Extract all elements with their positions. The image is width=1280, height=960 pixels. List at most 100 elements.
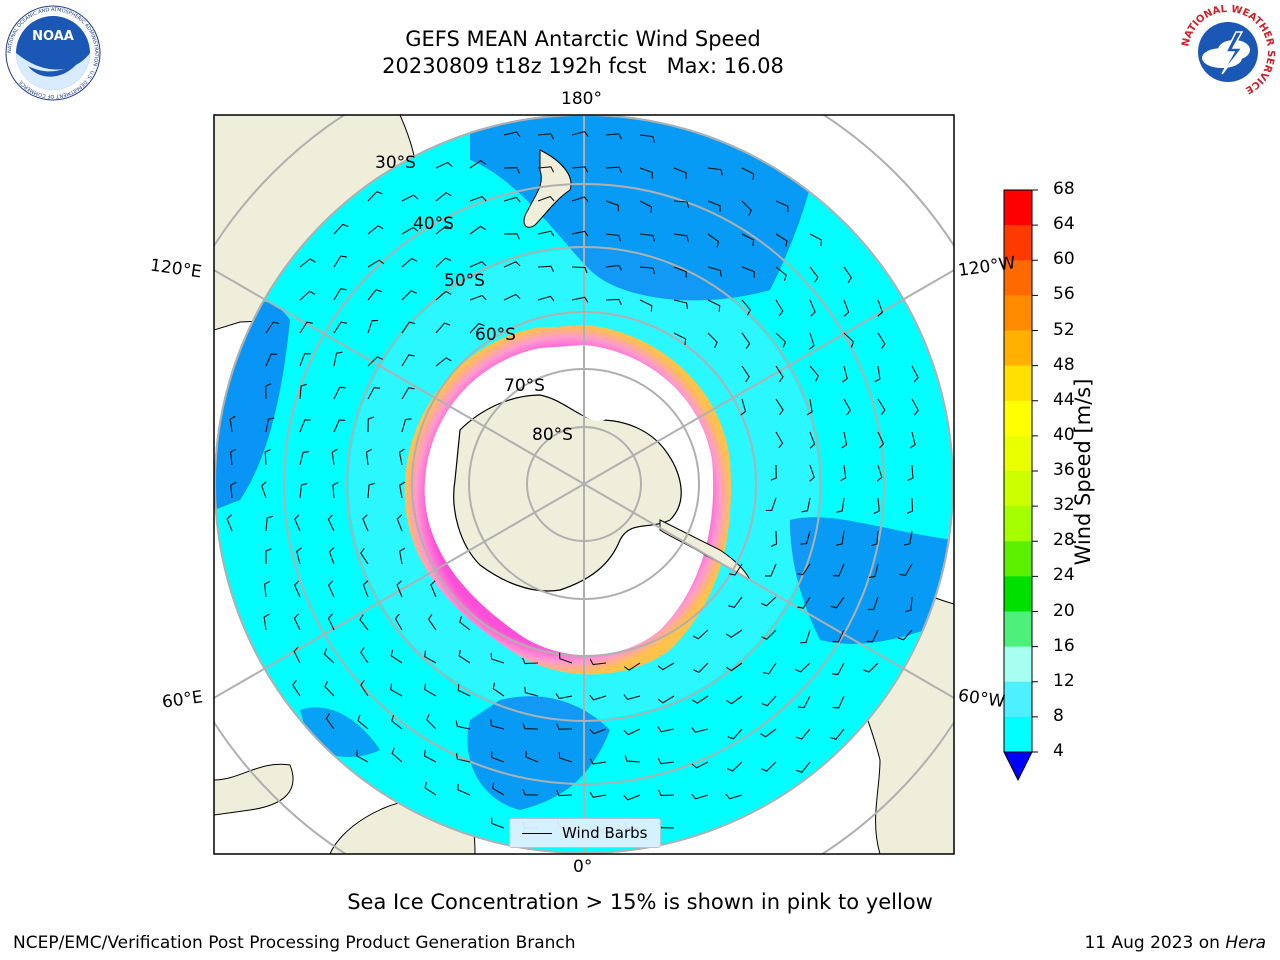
wind-barb: [809, 431, 816, 449]
wind-barb: [558, 751, 573, 763]
wind-barb: [800, 629, 811, 644]
wind-barb: [265, 383, 272, 400]
wind-barb: [832, 563, 845, 577]
colorbar-tick-label: 28: [1053, 530, 1075, 551]
wind-barb: [323, 648, 335, 664]
colorbar-tick-label: 12: [1053, 670, 1075, 691]
wind-barb: [707, 200, 721, 212]
wind-barb: [741, 365, 750, 383]
wind-barb: [877, 332, 886, 350]
wind-barb: [657, 758, 675, 765]
wind-barb: [396, 514, 403, 532]
wind-barb: [263, 613, 270, 631]
wind-barb: [424, 781, 437, 796]
wind-barb: [261, 481, 267, 499]
wind-barb: [801, 497, 811, 513]
wind-barb: [639, 167, 653, 179]
wind-barb: [741, 167, 755, 180]
wind-barb: [537, 265, 555, 273]
wind-barb: [424, 683, 437, 697]
wind-barb: [426, 714, 437, 730]
wind-barb: [491, 751, 505, 763]
wind-barb: [741, 299, 752, 316]
wind-barb: [589, 791, 607, 798]
wind-barb: [399, 481, 406, 499]
wind-barb: [693, 662, 709, 673]
wind-barb: [525, 750, 539, 763]
wind-barb: [605, 166, 623, 173]
wind-barb: [605, 133, 623, 140]
wind-barb: [522, 789, 539, 796]
wind-barb: [903, 530, 913, 546]
wind-barb: [325, 713, 335, 730]
wind-barb: [639, 200, 653, 213]
wind-barb: [873, 497, 880, 515]
wind-barb: [360, 547, 369, 565]
wind-barb: [673, 233, 689, 242]
wind-barb: [843, 398, 852, 416]
wind-barb: [707, 332, 718, 349]
lon-label-180: 180°: [561, 89, 602, 109]
wind-barb: [503, 293, 521, 301]
wind-barb: [492, 782, 505, 796]
colorbar-segment: [1004, 400, 1032, 437]
wind-barb: [524, 686, 539, 697]
wind-barb: [367, 259, 385, 268]
wind-barb: [726, 695, 743, 705]
wind-barb: [830, 728, 845, 740]
colorbar-tick-label: 64: [1053, 214, 1075, 235]
wind-barb: [503, 131, 521, 138]
sea-ice-caption: Sea Ice Concentration > 15% is shown in …: [347, 890, 933, 914]
wind-barb: [229, 415, 236, 433]
colorbar-tick-label: 40: [1053, 424, 1075, 445]
wind-barb: [770, 530, 778, 547]
wind-barb: [430, 580, 437, 598]
wind-barb: [741, 332, 751, 349]
wind-barb: [356, 749, 369, 763]
wind-barb: [905, 596, 913, 613]
wind-barb: [299, 383, 307, 400]
colorbar-tick-label: 32: [1053, 495, 1075, 516]
wind-barb: [832, 695, 845, 709]
wind-barb: [775, 398, 784, 416]
wind-barb: [843, 299, 850, 317]
wind-barb: [367, 289, 382, 301]
wind-barb: [762, 662, 777, 675]
wind-barb: [331, 448, 338, 466]
wind-barb: [503, 196, 521, 203]
wind-barb: [775, 233, 788, 247]
wind-barb: [390, 649, 403, 664]
wind-barb: [333, 223, 349, 235]
wind-barb: [469, 322, 485, 334]
wind-barb: [639, 134, 655, 143]
wind-barb: [328, 547, 335, 565]
wind-barb: [911, 365, 919, 383]
wind-barb: [866, 629, 879, 643]
wind-barb: [639, 266, 656, 275]
colorbar-segment: [1004, 435, 1032, 472]
wind-barb: [427, 614, 437, 631]
wind-barb: [401, 290, 417, 301]
wind-barb: [692, 629, 709, 640]
wind-barb: [658, 789, 675, 796]
colorbar-segment: [1004, 646, 1032, 683]
wind-barb: [673, 167, 687, 179]
colorbar-segment: [1004, 295, 1032, 331]
wind-barb: [299, 482, 308, 499]
wind-barb: [230, 448, 237, 466]
map-subtitle: 20230809 t18z 192h fcst Max: 16.08: [382, 54, 784, 78]
wind-barb: [492, 682, 505, 697]
lat-label-70s: 70°S: [504, 376, 545, 396]
wind-barb: [435, 192, 452, 202]
wind-barb: [589, 728, 607, 735]
wind-barb: [401, 194, 419, 202]
wind-barb: [299, 353, 311, 367]
colorbar-tick-label: 36: [1053, 460, 1075, 480]
wind-barb: [796, 761, 811, 773]
wind-barb: [623, 728, 641, 736]
wind-barb: [226, 514, 233, 532]
wind-barb: [491, 817, 505, 829]
wind-barb: [333, 419, 346, 433]
colorbar-tick-label: 52: [1053, 319, 1075, 340]
